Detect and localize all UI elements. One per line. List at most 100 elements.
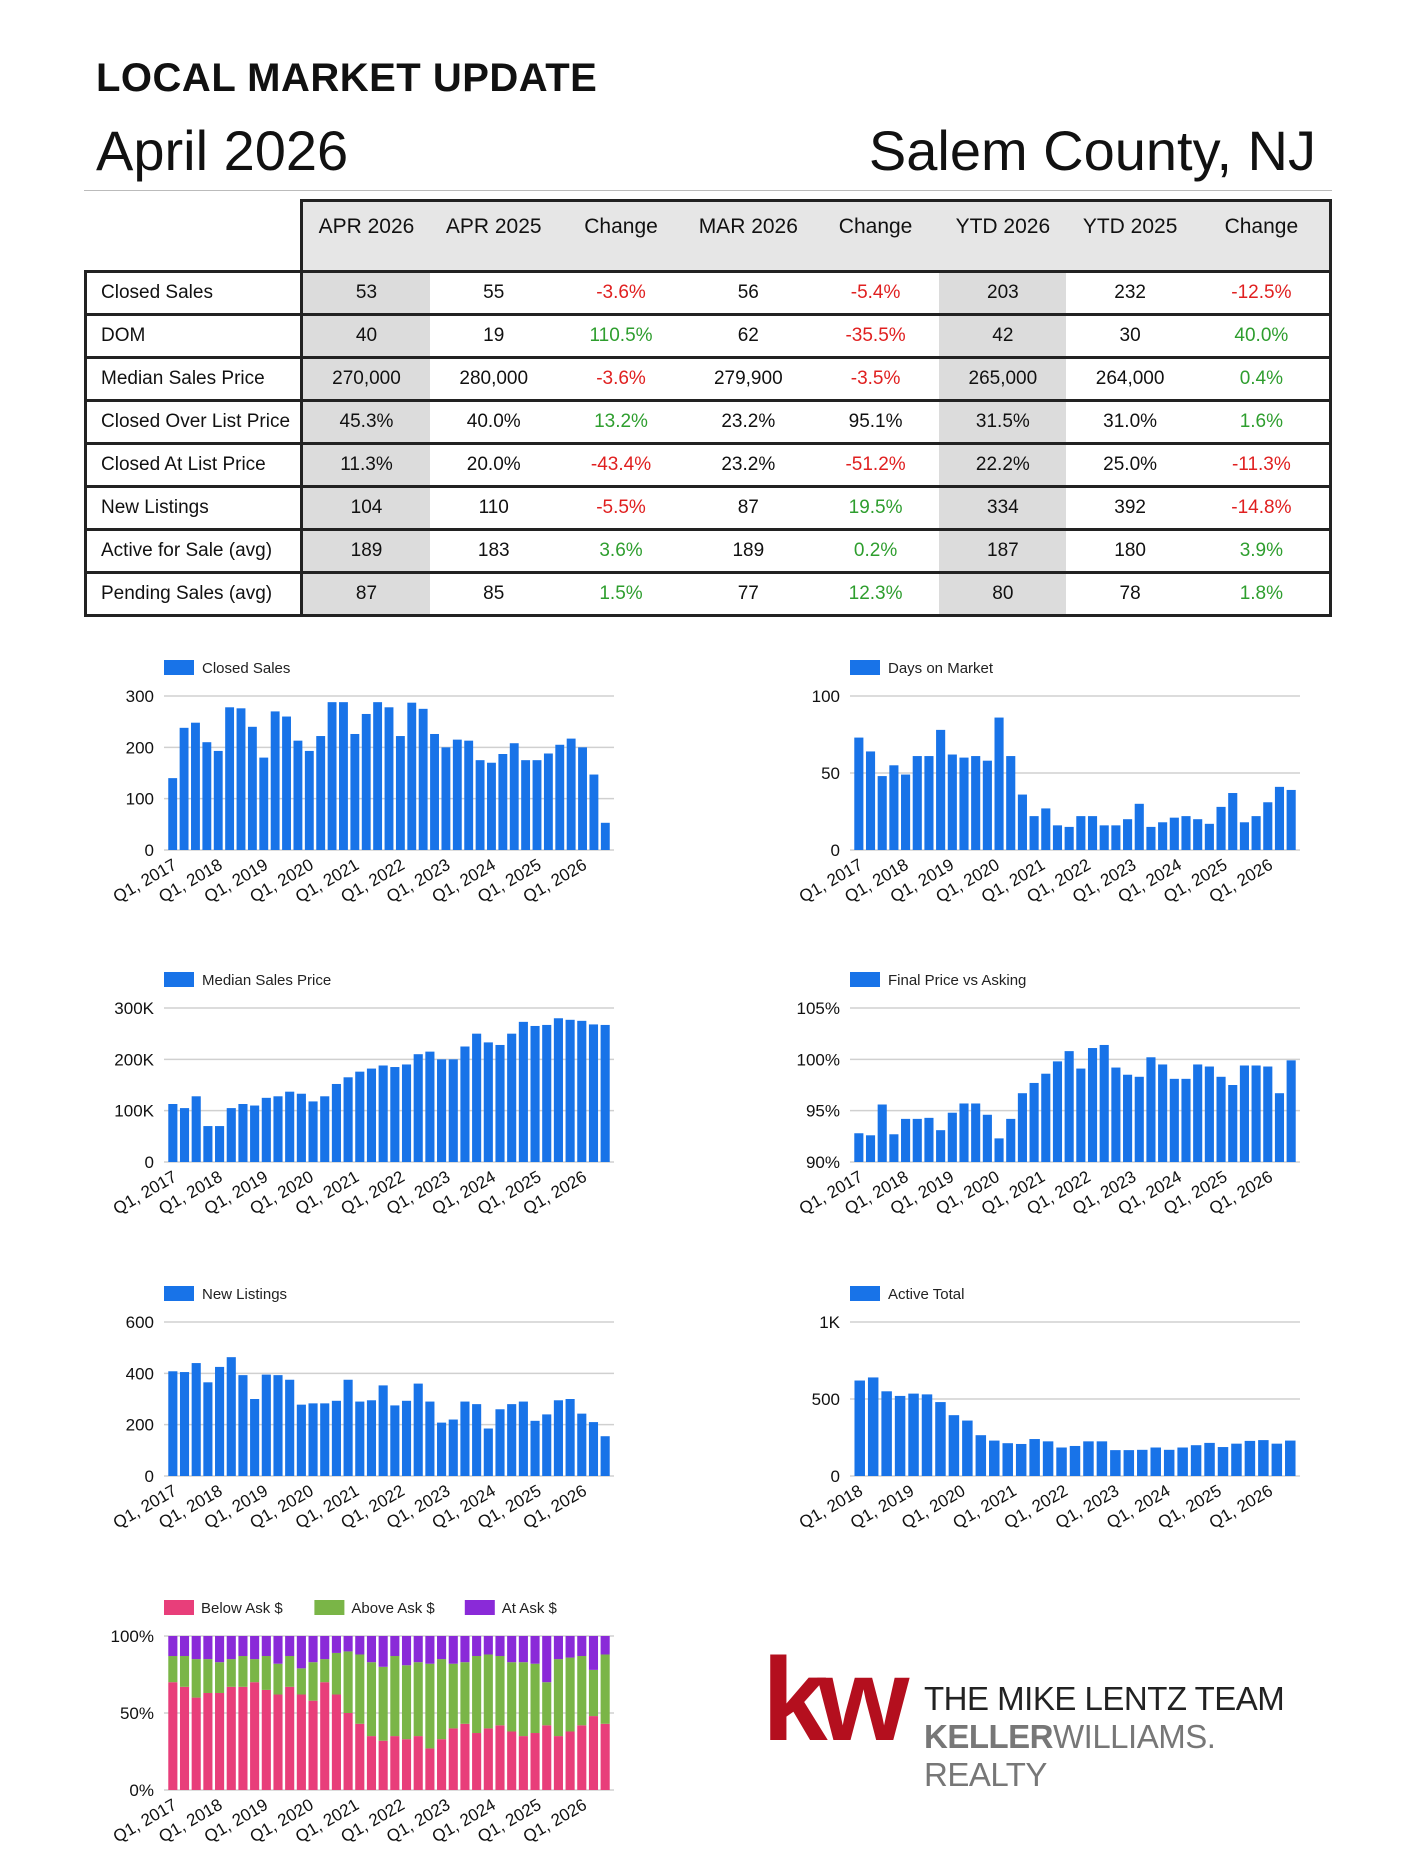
bar — [1029, 1439, 1040, 1476]
y-tick-label: 100 — [812, 687, 840, 706]
column-header: Change — [1193, 199, 1332, 252]
bar-segment — [168, 1636, 178, 1657]
bar-segment — [530, 1663, 540, 1734]
bar — [339, 702, 348, 850]
table-cell: 1.8% — [1193, 572, 1332, 617]
bar-segment — [472, 1733, 482, 1790]
bar — [1111, 1067, 1121, 1162]
bar — [881, 1391, 892, 1476]
bar-segment — [378, 1740, 388, 1790]
bar-segment — [542, 1725, 552, 1790]
table-cell: 3.6% — [557, 529, 685, 574]
bar — [361, 713, 371, 850]
y-tick-label: 200 — [126, 738, 154, 757]
bar — [366, 1400, 377, 1476]
bar — [1228, 793, 1238, 850]
bar-segment — [343, 1636, 353, 1652]
bar-segment — [577, 1725, 587, 1790]
header-divider — [84, 190, 1332, 191]
table-cell: 0.4% — [1193, 357, 1332, 402]
y-tick-label: 0 — [831, 1467, 840, 1486]
table-cell: 30 — [1066, 314, 1194, 359]
bar-segment — [179, 1686, 190, 1790]
bar-segment — [308, 1700, 318, 1790]
y-tick-label: 0% — [129, 1781, 154, 1800]
bar — [924, 1117, 934, 1162]
bar-segment — [296, 1694, 306, 1790]
table-cell: 12.3% — [811, 572, 940, 617]
table-cell: -14.8% — [1193, 486, 1332, 531]
y-tick-label: 0 — [145, 1467, 154, 1486]
legend-label: Below Ask $ — [201, 1600, 283, 1617]
team-name: THE MIKE LENTZ TEAM — [924, 1680, 1285, 1717]
bar-segment — [203, 1692, 213, 1790]
bar — [395, 736, 405, 850]
row-label: DOM — [84, 314, 303, 359]
table-cell: 280,000 — [430, 357, 558, 402]
bar — [962, 1420, 973, 1476]
bar-segment — [308, 1636, 318, 1663]
bar — [901, 774, 911, 850]
bar — [179, 1108, 190, 1162]
bar-segment — [401, 1665, 412, 1740]
bar-segment — [343, 1713, 353, 1790]
table-cell: 1.5% — [557, 572, 685, 617]
bar — [889, 1134, 899, 1162]
report-region: Salem County, NJ — [868, 119, 1316, 182]
bar-segment — [518, 1662, 528, 1737]
bar — [327, 702, 337, 850]
bar — [378, 1065, 388, 1162]
table-cell: 31.0% — [1066, 400, 1194, 445]
bar-segment — [413, 1736, 423, 1790]
table-cell: 13.2% — [557, 400, 685, 445]
bar — [331, 1083, 341, 1162]
bar-segment — [448, 1663, 458, 1729]
legend-swatch — [164, 660, 194, 675]
bar — [343, 1077, 353, 1162]
bar — [947, 1112, 957, 1162]
table-cell: 334 — [939, 486, 1067, 531]
bar — [1146, 1057, 1156, 1162]
bar-segment — [226, 1686, 236, 1790]
bar — [191, 1363, 201, 1476]
table-cell: 45.3% — [301, 400, 431, 445]
legend-swatch — [164, 1286, 194, 1301]
bar — [1110, 1450, 1121, 1476]
row-label: Closed At List Price — [84, 443, 303, 488]
bar — [1251, 1065, 1261, 1162]
table-cell: 180 — [1066, 529, 1194, 574]
bar — [588, 1024, 599, 1162]
bar-segment — [483, 1654, 493, 1729]
bar-segment — [285, 1656, 295, 1687]
bar-segment — [600, 1654, 610, 1724]
row-label: Active for Sale (avg) — [84, 529, 303, 574]
y-tick-label: 100% — [797, 1050, 840, 1069]
table-cell: 62 — [684, 314, 812, 359]
bar — [215, 1366, 225, 1476]
table-cell: 87 — [684, 486, 812, 531]
bar-segment — [530, 1636, 540, 1664]
bar — [936, 1130, 946, 1162]
bar — [285, 1379, 295, 1476]
bar — [1271, 1443, 1283, 1476]
bar — [168, 778, 178, 850]
bar — [285, 1091, 295, 1162]
bar — [1137, 1449, 1148, 1476]
bar — [236, 708, 246, 850]
bar — [1041, 808, 1051, 850]
table-cell: 85 — [430, 572, 558, 617]
bar — [247, 726, 257, 850]
bar — [600, 1436, 610, 1476]
bar-segment — [530, 1733, 540, 1790]
bar — [1169, 817, 1179, 850]
bar — [507, 1404, 517, 1476]
header-spacer-cell — [557, 252, 685, 273]
bar — [877, 1104, 887, 1162]
bar — [250, 1105, 260, 1162]
bar-segment — [565, 1731, 575, 1790]
legend-swatch — [850, 972, 880, 987]
bar — [1244, 1440, 1256, 1476]
bar — [179, 727, 189, 850]
bar-segment — [273, 1663, 283, 1695]
